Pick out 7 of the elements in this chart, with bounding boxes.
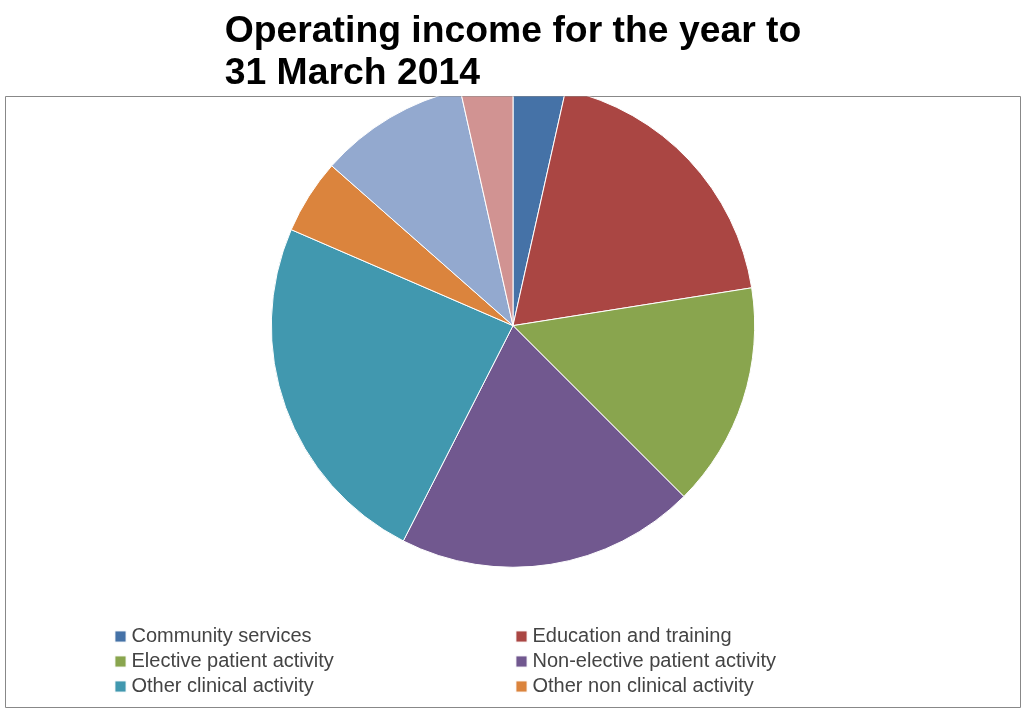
legend-label: Other non clinical activity [532, 674, 755, 697]
chart-title: Operating income for the year to 31 March 2014 [224, 7, 802, 92]
legend-label: Non-elective patient activity [532, 649, 777, 672]
legend-label: Education and training [532, 624, 733, 647]
legend-label: Other clinical activity [131, 674, 315, 697]
legend-label: Elective patient activity [131, 649, 335, 672]
legend-label: Community services [131, 624, 313, 647]
